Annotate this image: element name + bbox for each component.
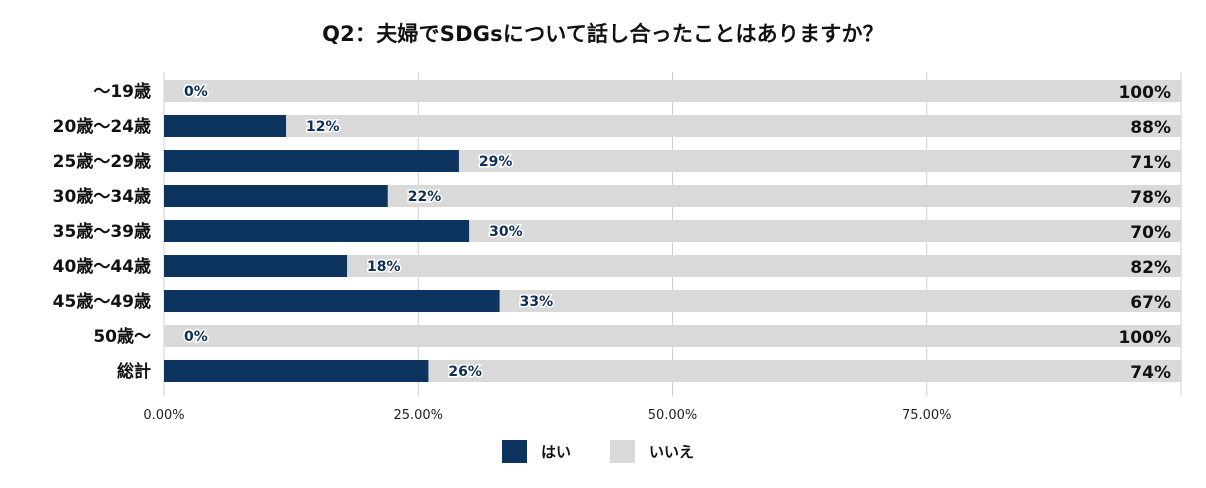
bar-no	[347, 255, 1181, 277]
bar-no	[387, 185, 1181, 207]
data-label-yes: 0%	[184, 84, 208, 100]
legend-swatch-no	[610, 440, 635, 463]
data-label-yes: 22%	[408, 189, 442, 205]
bars	[164, 80, 1182, 382]
category-label: ～19歳	[93, 81, 151, 102]
category-label: 総計	[117, 361, 151, 382]
category-label: 25歳～29歳	[53, 151, 151, 172]
data-label-no: 67%	[1130, 293, 1171, 313]
bar-yes	[164, 255, 348, 277]
bar-no	[428, 360, 1181, 382]
bar-no	[286, 115, 1181, 137]
x-tick-label: 50.00%	[648, 408, 698, 423]
data-label-yes: 26%	[448, 364, 482, 380]
data-label-no: 88%	[1130, 118, 1171, 138]
chart-title: Q2：夫婦でSDGsについて話し合ったことはありますか？	[322, 22, 884, 46]
category-label: 45歳～49歳	[53, 291, 151, 312]
data-label-no: 70%	[1130, 223, 1171, 243]
category-labels: ～19歳 20歳～24歳 25歳～29歳 30歳～34歳 35歳～39歳 40歳～44歳 4…	[53, 81, 151, 382]
data-label-yes: 18%	[367, 259, 401, 275]
bar-yes	[164, 115, 287, 137]
category-label: 50歳～	[93, 326, 151, 347]
data-label-no: 78%	[1130, 188, 1171, 208]
data-label-yes: 33%	[520, 294, 554, 310]
data-label-no: 71%	[1130, 153, 1171, 173]
bar-no	[458, 150, 1181, 172]
legend-swatch-yes	[502, 440, 527, 463]
data-label-no: 82%	[1130, 258, 1171, 278]
legend-label-yes: はい	[541, 443, 571, 461]
category-label: 20歳～24歳	[53, 116, 151, 137]
legend-label-no: いいえ	[649, 443, 694, 461]
bar-yes	[164, 290, 500, 312]
bar-yes	[164, 150, 459, 172]
x-tick-label: 0.00%	[143, 408, 184, 423]
category-label: 40歳～44歳	[53, 256, 151, 277]
x-tick-label: 25.00%	[393, 408, 443, 423]
data-label-no: 74%	[1130, 363, 1171, 383]
data-label-yes: 0%	[184, 329, 208, 345]
data-label-no: 100%	[1118, 328, 1171, 348]
category-label: 30歳～34歳	[53, 186, 151, 207]
data-label-yes: 29%	[479, 154, 513, 170]
data-label-no: 100%	[1118, 83, 1171, 103]
data-label-yes: 12%	[306, 119, 340, 135]
bar-no	[469, 220, 1182, 242]
data-labels: 0% 100% 12% 88% 29% 71% 22% 78% 30% 70% 18% 82% 33% 6…	[183, 83, 1172, 384]
x-tick-label: 75.00%	[902, 408, 952, 423]
bar-yes	[164, 220, 470, 242]
x-axis-tick-labels: 0.00% 25.00% 50.00% 75.00%	[143, 408, 951, 423]
category-label: 35歳～39歳	[53, 221, 151, 242]
data-label-yes: 30%	[489, 224, 523, 240]
bar-yes	[164, 360, 429, 382]
legend: はい いいえ	[502, 440, 694, 463]
bar-yes	[164, 185, 388, 207]
bar-no	[499, 290, 1181, 312]
bar-no	[164, 325, 1181, 347]
bar-no	[164, 80, 1181, 102]
